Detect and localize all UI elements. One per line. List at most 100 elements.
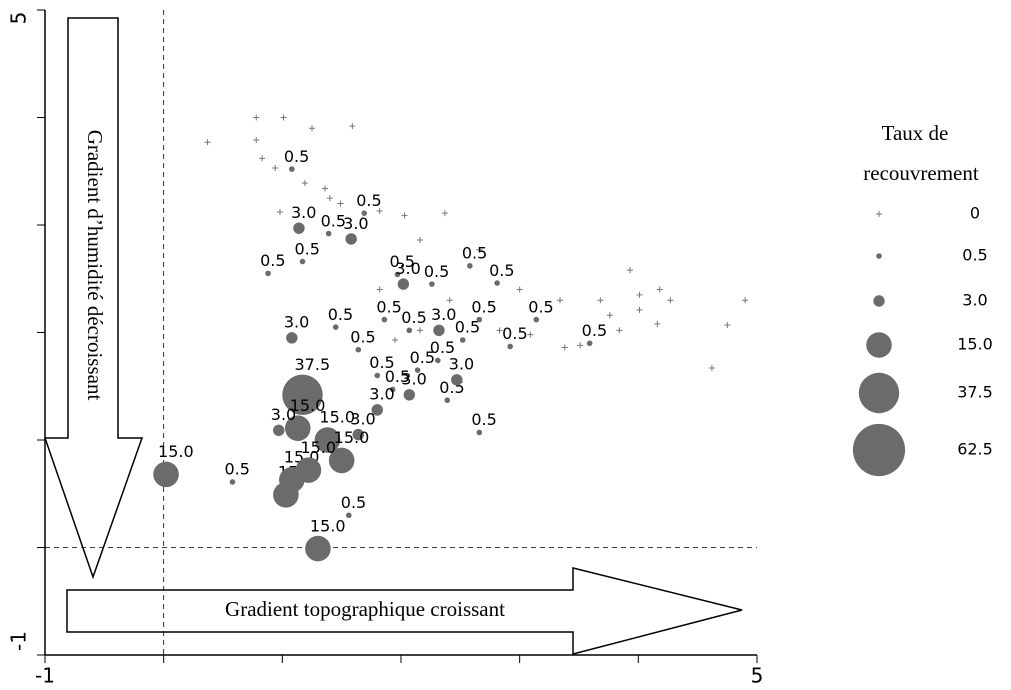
cross-point (708, 364, 715, 371)
data-label: 0.5 (341, 493, 366, 512)
bubble (459, 337, 466, 343)
cross-point (301, 180, 308, 187)
y-tick-label: 5 (7, 12, 31, 25)
cross-point (401, 212, 408, 219)
legend-title: recouvrement (863, 161, 979, 185)
data-label: 15.0 (290, 396, 326, 415)
cross-point (309, 125, 315, 132)
cross-point (337, 200, 344, 207)
bubble (406, 327, 413, 334)
bubble (389, 386, 396, 393)
cross-point (446, 297, 453, 304)
x-tick-label: 5 (751, 664, 764, 688)
bubble (403, 389, 416, 401)
cross-point (204, 139, 211, 146)
cross-point (557, 297, 564, 304)
cross-point (656, 286, 663, 293)
data-label: 0.5 (471, 410, 496, 429)
bubble (325, 230, 332, 237)
cross-point (416, 327, 423, 334)
bubble (265, 270, 271, 277)
bubble (352, 428, 364, 441)
data-label: 15.0 (300, 438, 336, 457)
data-label: 3.0 (395, 259, 420, 278)
cross-point (392, 337, 399, 344)
data-label: 37.5 (295, 355, 331, 374)
data-label: 0.5 (502, 324, 527, 343)
cross-point (259, 155, 266, 162)
data-label: 3.0 (401, 370, 426, 389)
bubble (328, 447, 355, 474)
bubble (374, 372, 381, 379)
data-label: 15.0 (334, 428, 370, 447)
bubble (444, 397, 451, 404)
bubble (507, 343, 513, 350)
cross-point (742, 297, 749, 304)
bubble (361, 210, 368, 216)
legend-marker (852, 423, 906, 477)
bubble (153, 461, 179, 488)
data-label: 15.0 (158, 442, 194, 461)
cross-point (636, 306, 643, 313)
bubble (289, 166, 295, 172)
data-label: 0.5 (455, 318, 480, 337)
cross-point (272, 165, 279, 172)
data-label: 0.5 (471, 297, 496, 316)
cross-point (376, 286, 383, 293)
data-label: 3.0 (369, 385, 394, 404)
cross-point (416, 237, 423, 244)
data-label: 0.5 (376, 297, 401, 316)
annotation: Gradient topographique croissant (225, 597, 505, 621)
bubble (229, 479, 236, 485)
legend-label: 0.5 (962, 246, 987, 265)
bubble (355, 346, 362, 353)
cross-point (326, 195, 333, 202)
bubble (273, 424, 285, 437)
data-label: 0.5 (295, 239, 320, 258)
bubble (434, 357, 441, 364)
data-label: 0.5 (284, 147, 309, 166)
data-label: 15.0 (319, 408, 355, 427)
data-label: 0.5 (528, 297, 553, 316)
data-label: 0.5 (356, 191, 381, 210)
data-label: 3.0 (431, 305, 456, 324)
bubble (433, 324, 445, 337)
cross-point (253, 114, 260, 121)
legend-title: Taux de (882, 121, 949, 145)
bubble (314, 427, 341, 453)
data-label: 0.5 (224, 460, 249, 479)
bubble (299, 258, 306, 265)
data-label: 0.5 (430, 338, 455, 357)
cross-point (654, 320, 661, 327)
cross-point (349, 123, 356, 130)
bubble (397, 278, 410, 290)
data-label: 0.5 (389, 252, 414, 271)
data-label: 3.0 (449, 355, 474, 374)
cross-point (616, 327, 623, 334)
legend-marker (873, 295, 885, 307)
data-label: 3.0 (350, 409, 375, 428)
data-label: 0.5 (321, 211, 346, 230)
bubble (586, 340, 593, 347)
bubble (494, 280, 500, 286)
arrow-right (66, 567, 743, 655)
legend-label: 37.5 (957, 383, 993, 402)
data-label: 3.0 (343, 214, 368, 233)
x-tick-label: -1 (35, 664, 55, 688)
bubble (451, 374, 463, 386)
data-label: 0.5 (350, 327, 375, 346)
bubble (295, 457, 322, 483)
legend-label: 0 (970, 204, 980, 223)
data-label: 3.0 (284, 313, 309, 332)
bubble (284, 415, 311, 441)
bubble (467, 263, 473, 269)
bubble (394, 271, 401, 278)
bubble (282, 374, 323, 416)
cross-point (253, 137, 260, 144)
cross-point (496, 327, 503, 334)
data-label: 15.0 (310, 516, 346, 535)
bubble (476, 429, 483, 436)
cross-point (276, 209, 283, 216)
legend-label: 62.5 (957, 440, 993, 459)
